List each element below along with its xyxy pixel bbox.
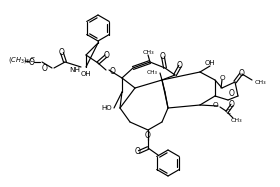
Text: OH: OH	[205, 60, 215, 66]
Text: O: O	[29, 57, 35, 67]
Text: O: O	[42, 64, 48, 73]
Text: HO: HO	[101, 105, 112, 111]
Text: O: O	[177, 61, 183, 70]
Text: O: O	[212, 102, 218, 108]
Text: O: O	[110, 67, 116, 76]
Text: O: O	[229, 99, 235, 108]
Text: O: O	[145, 131, 151, 140]
Text: $(CH_3)_3C$: $(CH_3)_3C$	[8, 55, 36, 65]
Text: O: O	[239, 68, 245, 77]
Text: O: O	[160, 51, 166, 61]
Text: NH: NH	[69, 67, 80, 73]
Text: CH₃: CH₃	[230, 117, 242, 122]
Text: OH: OH	[81, 71, 91, 77]
Text: C: C	[225, 109, 230, 115]
Text: CH₃: CH₃	[142, 50, 154, 54]
Text: O: O	[59, 47, 65, 56]
Text: O: O	[229, 88, 235, 97]
Text: CH₃: CH₃	[255, 79, 267, 85]
Text: O: O	[219, 75, 225, 81]
Text: O: O	[135, 148, 141, 157]
Text: CH₃: CH₃	[147, 70, 158, 74]
Text: O: O	[104, 50, 110, 59]
